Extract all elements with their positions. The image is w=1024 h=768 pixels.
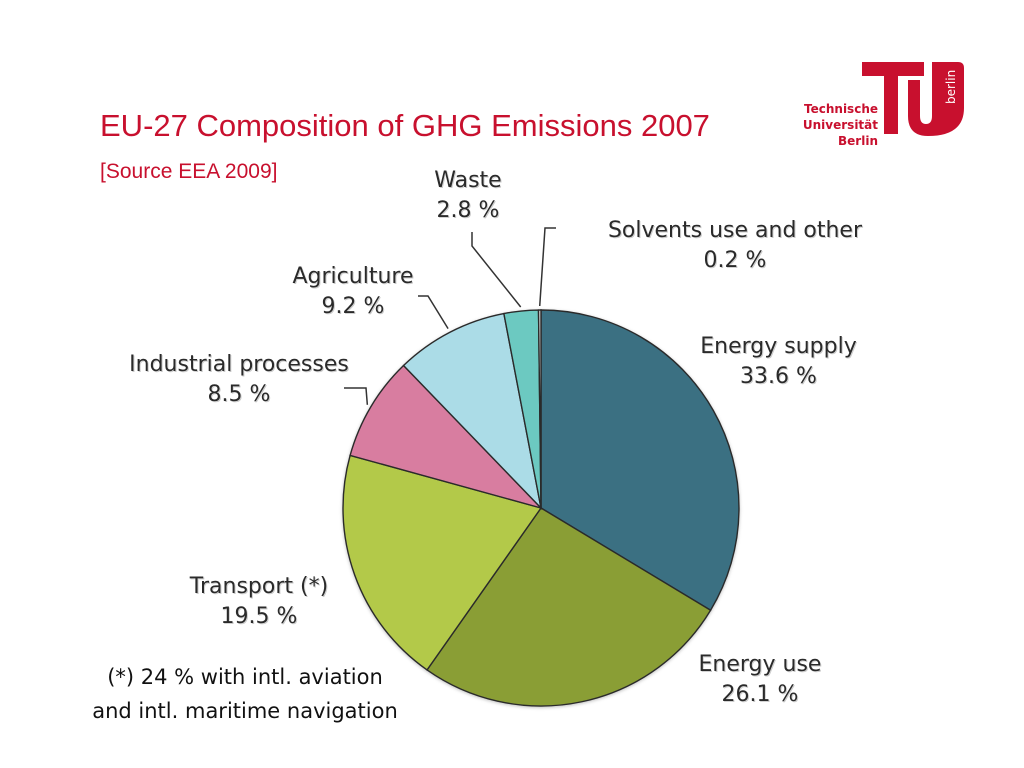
label-solvents-value: 0.2 %: [703, 248, 767, 273]
label-waste: Waste 2.8 %: [418, 166, 518, 226]
label-energy-use-name: Energy use: [698, 652, 822, 677]
label-energy-supply-name: Energy supply: [700, 334, 857, 359]
logo-line-3: Berlin: [838, 134, 878, 148]
label-agriculture: Agriculture 9.2 %: [278, 262, 428, 322]
label-transport-value: 19.5 %: [220, 604, 298, 629]
leader-agriculture: [418, 295, 449, 330]
label-waste-name: Waste: [434, 168, 502, 193]
label-energy-supply-value: 33.6 %: [740, 364, 817, 389]
logo-mark-text: berlin: [944, 70, 958, 104]
slice-agriculture: [402, 312, 543, 511]
label-industrial-processes-name: Industrial processes: [129, 352, 349, 377]
footnote-line-2: and intl. maritime navigation: [92, 699, 398, 723]
label-agriculture-name: Agriculture: [292, 264, 414, 289]
label-industrial-processes-value: 8.5 %: [207, 382, 271, 407]
footnote-line-1: (*) 24 % with intl. aviation: [107, 665, 383, 689]
logo-mark-icon: berlin: [862, 62, 964, 136]
label-solvents: Solvents use and other 0.2 %: [580, 216, 890, 276]
label-energy-use: Energy use 26.1 %: [686, 650, 834, 710]
logo-line-2: Universität: [802, 118, 878, 132]
label-waste-value: 2.8 %: [436, 198, 500, 223]
tu-berlin-logo: Technische Universität Berlin berlin: [802, 58, 970, 150]
leader-solvents: [538, 227, 556, 307]
logo-line-1: Technische: [804, 102, 878, 116]
footnote: (*) 24 % with intl. aviation and intl. m…: [70, 660, 420, 728]
slice-energy-use: [426, 507, 712, 707]
slice-industrial-processes: [349, 364, 544, 510]
source-note: [Source EEA 2009]: [100, 160, 278, 183]
leader-waste: [471, 232, 522, 308]
slice-solvents: [537, 309, 542, 509]
page-title: EU-27 Composition of GHG Emissions 2007: [100, 108, 710, 143]
label-industrial-processes: Industrial processes 8.5 %: [104, 350, 374, 410]
slice-energy-supply: [540, 309, 740, 612]
label-energy-supply: Energy supply 33.6 %: [686, 332, 871, 392]
label-transport-name: Transport (*): [189, 574, 329, 599]
slice-transport: [342, 454, 543, 671]
label-solvents-name: Solvents use and other: [607, 218, 863, 243]
leader-industrial: [344, 387, 369, 405]
label-transport: Transport (*) 19.5 %: [168, 572, 350, 632]
label-energy-use-value: 26.1 %: [721, 682, 799, 707]
label-agriculture-value: 9.2 %: [321, 294, 385, 319]
